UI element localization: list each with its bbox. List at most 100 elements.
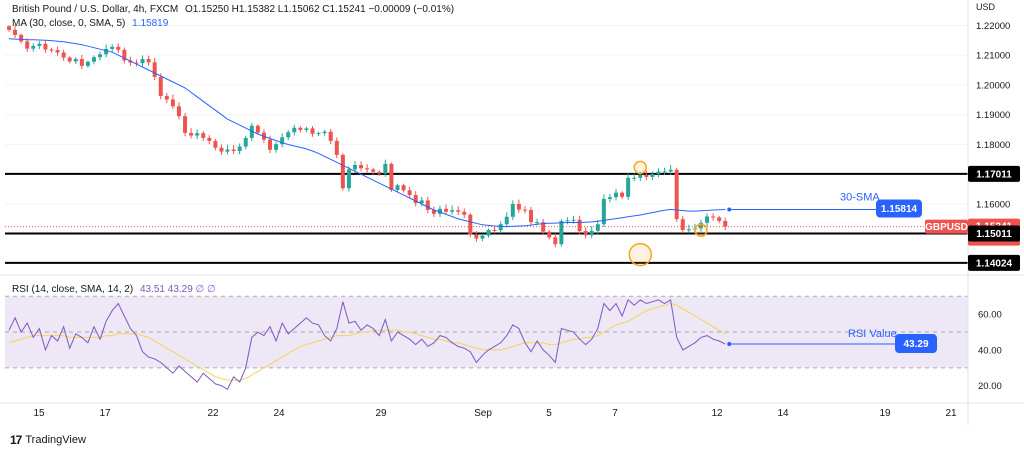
candle-body: [201, 133, 206, 138]
candle: [122, 47, 127, 64]
time-tick-label: 29: [375, 408, 387, 419]
candle-body: [431, 209, 436, 214]
symbol-title: British Pound / U.S. Dollar, 4h, FXCM: [12, 4, 179, 15]
candle-body: [425, 200, 430, 210]
level-3-badge: 1.14024: [968, 254, 1020, 271]
candle-body: [474, 234, 479, 239]
candle-body: [407, 190, 412, 196]
candle: [13, 25, 18, 38]
rsi-pointer-dot: [727, 342, 732, 347]
candle-body: [371, 169, 376, 172]
candle-body: [225, 149, 230, 152]
candle: [389, 162, 394, 192]
candle: [134, 59, 139, 67]
candle-body: [462, 211, 467, 215]
candle: [340, 153, 345, 191]
candle: [711, 213, 716, 221]
candle-body: [19, 34, 24, 42]
candle-body: [110, 46, 115, 49]
rsi-badge-text: 43.29: [903, 339, 928, 350]
rsi-badge: 43.29: [895, 334, 937, 354]
candle: [85, 60, 90, 68]
candle: [164, 92, 169, 103]
candle: [19, 33, 24, 44]
level-1-badge-text: 1.17011: [976, 169, 1012, 180]
time-tick-label: 17: [99, 408, 111, 419]
candle-body: [516, 204, 521, 210]
candle-body: [298, 127, 303, 130]
candle: [170, 94, 175, 110]
candle: [456, 206, 461, 215]
candle-body: [7, 26, 11, 30]
candle-body: [158, 76, 163, 96]
candle: [522, 206, 527, 214]
candle: [474, 230, 479, 242]
candle: [395, 183, 400, 193]
candle-body: [717, 217, 722, 221]
candle: [231, 145, 236, 155]
time-tick-label: 24: [273, 408, 285, 419]
candle: [98, 51, 103, 61]
candle-body: [49, 49, 54, 51]
rsi-tick-label: 20.00: [978, 381, 1002, 392]
candle-body: [164, 95, 169, 100]
candle-body: [146, 59, 151, 63]
candle: [705, 213, 710, 227]
candle-body: [656, 171, 661, 174]
candle: [577, 215, 582, 235]
candle: [583, 227, 588, 239]
price-axis-currency: USD: [976, 2, 996, 12]
candle-body: [243, 137, 248, 147]
rsi-sma-line: [8, 302, 726, 381]
candle: [407, 186, 412, 199]
time-tick-label: 22: [207, 408, 219, 419]
candle-body: [104, 48, 109, 55]
candle: [328, 128, 333, 145]
symbol-legend: British Pound / U.S. Dollar, 4h, FXCM O1…: [12, 4, 458, 15]
candle-body: [316, 133, 321, 135]
candle: [492, 226, 497, 234]
candle: [662, 167, 667, 175]
candle: [110, 44, 115, 53]
tradingview-logo-text: TradingView: [25, 434, 86, 446]
candle-body: [486, 229, 491, 236]
candle-body: [25, 41, 30, 49]
candle: [589, 226, 594, 239]
candle-body: [686, 229, 691, 231]
tradingview-logo[interactable]: 17 TradingView: [10, 433, 86, 447]
candle: [207, 135, 212, 145]
price-tick-label: 1.22000: [976, 21, 1010, 32]
candlestick-series: [7, 25, 728, 248]
candle: [49, 47, 54, 53]
candle-body: [389, 163, 394, 191]
candle: [498, 221, 503, 234]
candle-body: [510, 204, 515, 217]
time-tick-label: 5: [546, 408, 552, 419]
candle: [401, 183, 406, 193]
candle-body: [328, 131, 333, 141]
price-badges: 1.170111.15814GBPUSD1.1524141:051.150111…: [876, 165, 1020, 354]
sma-annotation-text: 30-SMA: [840, 192, 880, 204]
candle-body: [595, 224, 600, 231]
candle: [146, 55, 151, 66]
candle: [723, 217, 728, 230]
candle-body: [723, 220, 728, 227]
candle: [61, 49, 66, 61]
candle: [607, 194, 612, 203]
candle: [243, 135, 248, 150]
candle: [140, 55, 145, 67]
candle-body: [152, 62, 157, 77]
candle: [316, 131, 321, 137]
candle-body: [292, 127, 297, 133]
price-tick-label: 1.16000: [976, 200, 1010, 211]
candle: [37, 41, 42, 50]
candle-body: [601, 198, 606, 225]
candle-body: [450, 210, 455, 212]
level-2-badge-bg: [968, 225, 1020, 242]
candle-body: [280, 137, 285, 145]
candle: [183, 112, 188, 137]
candle-body: [31, 45, 36, 49]
candle-body: [535, 222, 540, 224]
sma-30-line: [8, 38, 726, 228]
